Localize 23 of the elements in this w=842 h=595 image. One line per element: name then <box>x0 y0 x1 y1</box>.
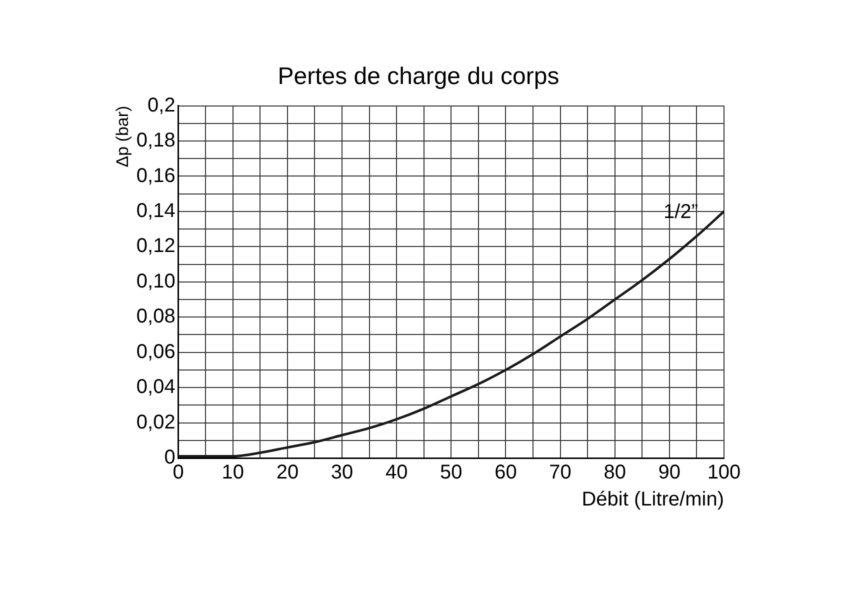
y-tick-label: 0,02 <box>136 411 176 434</box>
y-tick-label: 0,16 <box>136 164 176 187</box>
x-tick-label: 10 <box>222 462 244 484</box>
x-tick-label: 50 <box>440 462 462 484</box>
y-tick-label: 0,08 <box>136 306 176 328</box>
y-axis-title: Δp (bar) <box>112 106 132 168</box>
x-tick-label: 60 <box>494 462 517 484</box>
x-tick-label: 100 <box>707 462 741 484</box>
x-tick-label: 70 <box>549 462 572 484</box>
y-tick-label: 0,10 <box>136 270 176 292</box>
x-tick-label: 90 <box>658 462 681 484</box>
x-tick-label: 30 <box>330 462 354 484</box>
y-tick-label: 0,06 <box>136 340 176 363</box>
y-tick-label: 0,12 <box>136 235 176 258</box>
x-tick-label: 80 <box>604 462 626 484</box>
chart-title: Pertes de charge du corps <box>278 63 560 90</box>
x-tick-label: 20 <box>276 462 299 484</box>
y-tick-label: 0,18 <box>136 130 176 152</box>
y-tick-label: 0,04 <box>136 376 176 398</box>
y-tick-label: 0,2 <box>148 94 176 116</box>
y-tick-label: 0,14 <box>136 200 176 222</box>
x-axis-title: Débit (Litre/min) <box>582 488 724 511</box>
x-tick-label: 40 <box>385 462 408 484</box>
